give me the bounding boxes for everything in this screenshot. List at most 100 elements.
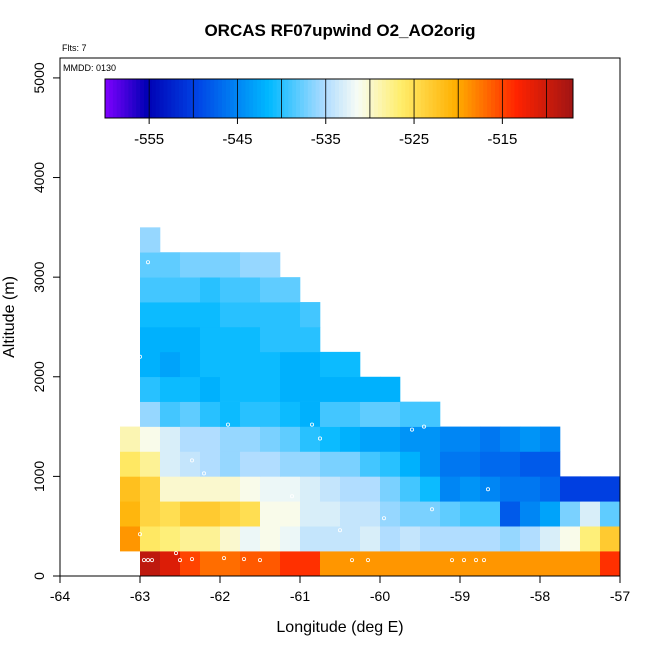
heatmap-cell: [360, 551, 381, 577]
heatmap-cell: [300, 351, 321, 378]
heatmap-cell: [320, 551, 341, 577]
heatmap-cell: [580, 501, 601, 527]
sample-point: [189, 458, 194, 463]
colorbar-segment: [116, 79, 121, 118]
heatmap-cell: [260, 451, 281, 477]
colorbar-segment: [459, 79, 465, 118]
heatmap-cell: [580, 551, 601, 577]
colorbar-segment: [358, 79, 363, 118]
heatmap-cell: [200, 426, 221, 452]
heatmap-cell: [180, 326, 201, 353]
heatmap-cell: [460, 451, 481, 477]
heatmap-cell: [320, 476, 341, 502]
heatmap-cell: [380, 476, 401, 502]
heatmap-cell: [540, 426, 561, 452]
heatmap-cell: [240, 501, 261, 527]
heatmap-cell: [300, 376, 321, 402]
x-tick-label: -57: [610, 588, 630, 604]
colorbar-segment: [436, 79, 441, 118]
colorbar: -555 -545 -535 -525 -515: [104, 78, 574, 148]
heatmap-cell: [280, 326, 301, 353]
heatmap-cell: [240, 326, 261, 353]
colorbar-segment: [366, 79, 371, 118]
heatmap-cell: [200, 376, 221, 402]
heatmap-cell: [460, 551, 481, 577]
colorbar-tick-label: -525: [399, 131, 429, 148]
colorbar-segment: [229, 79, 235, 118]
heatmap-cell: [540, 451, 561, 477]
colorbar-segment: [331, 79, 336, 118]
heatmap-cell: [500, 476, 521, 502]
heatmap-cell: [340, 376, 361, 402]
heatmap-cell: [120, 426, 141, 452]
heatmap-cell: [360, 376, 381, 402]
heatmap-cell: [140, 326, 161, 353]
heatmap-cell: [320, 501, 341, 527]
heatmap-cell: [180, 501, 201, 527]
heatmap-cell: [200, 476, 221, 502]
heatmap-cell: [260, 426, 281, 452]
heatmap-cell: [460, 526, 481, 552]
heatmap-cell: [400, 501, 421, 527]
heatmap-cell: [480, 476, 501, 502]
heatmap-cell: [520, 426, 541, 452]
heatmap-cell: [260, 302, 281, 328]
colorbar-segment: [163, 79, 168, 118]
heatmap-cell: [400, 476, 421, 502]
heatmap-cell: [480, 551, 501, 577]
heatmap-cell: [320, 351, 341, 378]
heatmap-cell: [340, 426, 361, 452]
colorbar-segment: [159, 79, 164, 118]
heatmap-cell: [600, 476, 621, 502]
colorbar-segment: [409, 79, 414, 118]
colorbar-segment: [124, 79, 129, 118]
heatmap-cell: [160, 501, 181, 527]
colorbar-segment: [350, 79, 355, 118]
heatmap-cell: [600, 526, 621, 552]
heatmap-cell: [420, 551, 441, 577]
colorbar-segment: [233, 79, 238, 118]
sample-point: [365, 558, 370, 563]
heatmap-cell: [140, 277, 161, 303]
sample-point: [173, 551, 178, 556]
colorbar-segment: [245, 79, 250, 118]
colorbar-segment: [541, 79, 547, 118]
heatmap-cell: [160, 252, 181, 278]
heatmap-cell: [220, 351, 241, 378]
y-tick-label: 2000: [31, 361, 47, 392]
heatmap-cell: [340, 351, 361, 378]
colorbar-segment: [413, 79, 418, 118]
sample-point: [145, 260, 150, 265]
heatmap-cell: [500, 451, 521, 477]
colorbar-segment: [210, 79, 215, 118]
heatmap-cell: [280, 351, 301, 378]
heatmap-cell: [180, 351, 201, 378]
colorbar-segment: [136, 79, 141, 118]
heatmap-cell: [260, 277, 281, 303]
heatmap-cell: [180, 451, 201, 477]
heatmap-cell: [260, 252, 281, 278]
heatmap-cell: [540, 551, 561, 577]
y-tick-label: 5000: [31, 62, 47, 93]
heatmap-cell: [140, 252, 161, 278]
heatmap-cell: [280, 551, 301, 577]
sample-point: [221, 556, 226, 561]
heatmap-cell: [480, 451, 501, 477]
sample-point: [225, 422, 230, 427]
x-tick-label: -62: [210, 588, 230, 604]
colorbar-segment: [140, 79, 145, 118]
x-axis: -64 -63 -62 -61 -60 -59 -58 -57: [50, 576, 630, 604]
colorbar-segment: [179, 79, 184, 118]
heatmap-cell: [420, 501, 441, 527]
colorbar-segment: [214, 79, 219, 118]
heatmap-cell: [160, 476, 181, 502]
heatmap-cell: [440, 501, 461, 527]
heatmap-cell: [220, 401, 241, 427]
heatmap-cell: [420, 526, 441, 552]
colorbar-segment: [241, 79, 246, 118]
heatmap-cell: [340, 501, 361, 527]
colorbar-segment: [518, 79, 523, 118]
colorbar-segment: [112, 79, 118, 118]
colorbar-segment: [249, 79, 254, 118]
heatmap-cell: [600, 501, 621, 527]
